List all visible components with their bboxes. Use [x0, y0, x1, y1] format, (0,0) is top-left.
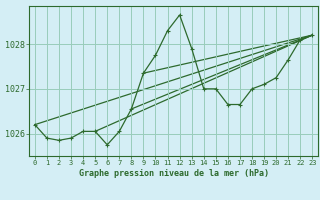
X-axis label: Graphe pression niveau de la mer (hPa): Graphe pression niveau de la mer (hPa) — [79, 169, 268, 178]
